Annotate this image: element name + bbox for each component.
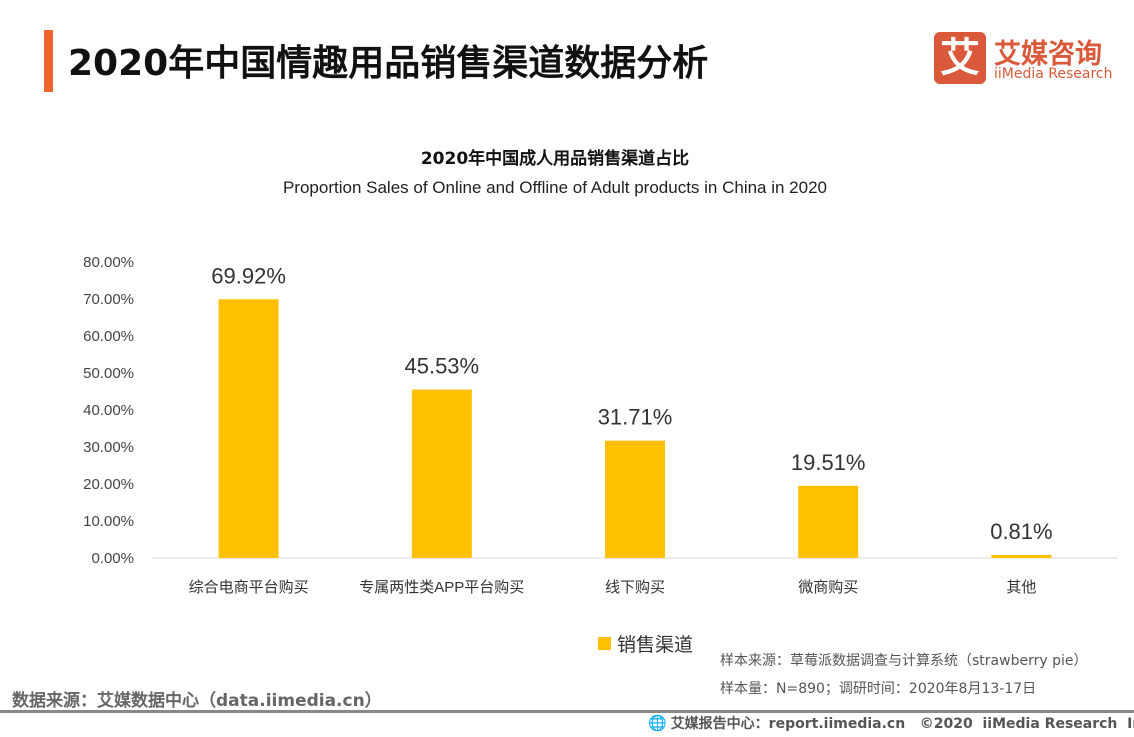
- logo-mark-icon: 艾: [934, 32, 986, 84]
- x-tick-label: 微商购买: [798, 579, 858, 596]
- logo: 艾 艾媒咨询 iiMedia Research: [934, 32, 1113, 84]
- x-tick-label: 线下购买: [605, 579, 665, 596]
- y-tick-label: 0.00%: [91, 550, 134, 567]
- bar: [218, 299, 279, 558]
- bar-chart: 0.00% 10.00% 20.00% 30.00% 40.00% 50.00% 60.00…: [83, 254, 1118, 596]
- bar: [991, 555, 1052, 558]
- y-tick-label: 70.00%: [83, 291, 134, 308]
- x-tick-label: 专属两性类APP平台购买: [359, 579, 524, 596]
- footer: 🌐 艾媒报告中心：report.iimedia.cn ©2020 iiMedia…: [648, 713, 1134, 733]
- y-tick-label: 80.00%: [83, 254, 134, 271]
- title-accent-bar: [44, 30, 53, 92]
- y-tick-label: 40.00%: [83, 402, 134, 419]
- chart-subtitle: Proportion Sales of Online and Offline o…: [282, 178, 828, 197]
- globe-icon: 🌐: [648, 714, 667, 732]
- logo-cn: 艾媒咨询: [994, 39, 1102, 70]
- legend: 销售渠道: [598, 630, 693, 657]
- x-tick-label: 其他: [1006, 579, 1036, 596]
- data-label: 69.92%: [211, 263, 286, 288]
- data-label: 45.53%: [404, 354, 479, 379]
- chart-title: 2020年中国成人用品销售渠道占比: [420, 149, 690, 169]
- data-label: 0.81%: [990, 519, 1052, 544]
- y-tick-label: 30.00%: [83, 439, 134, 456]
- bar: [411, 389, 472, 558]
- sample-size-note: 样本量：N=890；调研时间：2020年8月13-17日: [720, 681, 1037, 697]
- data-label: 19.51%: [791, 450, 866, 475]
- sample-source-note: 样本来源：草莓派数据调查与计算系统（strawberry pie）: [720, 653, 1088, 669]
- footer-text: 艾媒报告中心：report.iimedia.cn ©2020 iiMedia R…: [670, 716, 1134, 732]
- logo-en: iiMedia Research: [994, 66, 1113, 82]
- legend-swatch: [598, 637, 611, 650]
- y-tick-label: 50.00%: [83, 365, 134, 382]
- data-source: 数据来源：艾媒数据中心（data.iimedia.cn）: [12, 691, 382, 711]
- y-tick-label: 10.00%: [83, 513, 134, 530]
- data-label: 31.71%: [598, 405, 673, 430]
- y-tick-label: 60.00%: [83, 328, 134, 345]
- legend-label: 销售渠道: [617, 634, 694, 656]
- page-title: 2020年中国情趣用品销售渠道数据分析: [68, 43, 709, 84]
- bar: [798, 485, 859, 558]
- y-tick-label: 20.00%: [83, 476, 134, 493]
- bar: [605, 440, 665, 558]
- footer-divider: [0, 710, 1134, 713]
- x-tick-label: 综合电商平台购买: [189, 579, 309, 596]
